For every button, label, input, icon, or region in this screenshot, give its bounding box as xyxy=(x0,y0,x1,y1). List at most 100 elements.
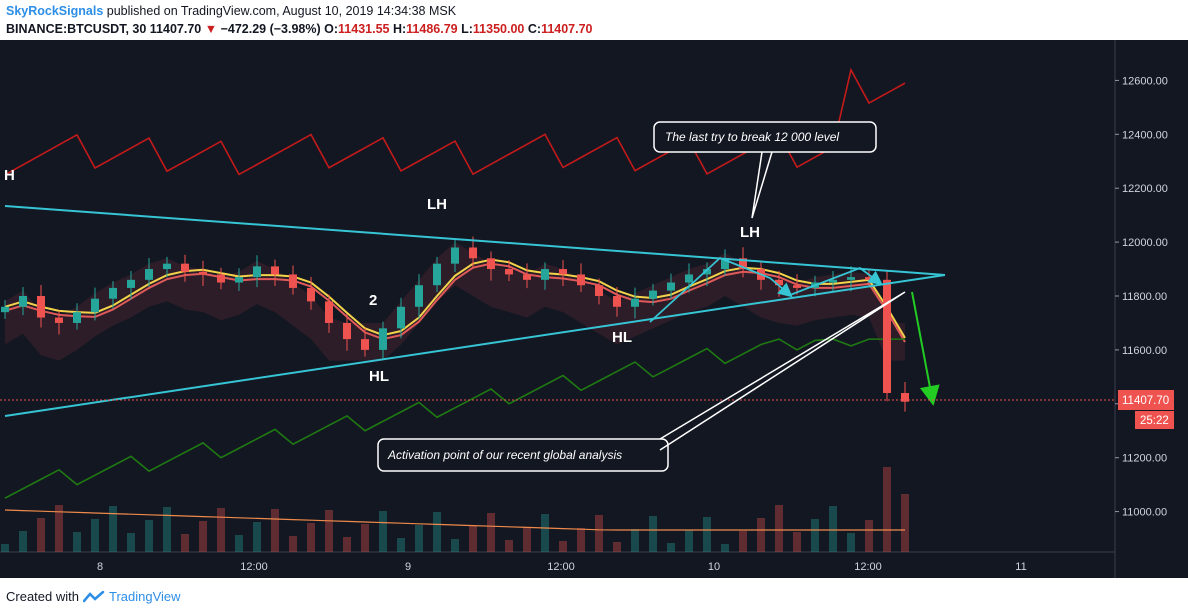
candle-body xyxy=(361,339,369,350)
candle-body xyxy=(199,271,207,275)
volume-bar xyxy=(631,529,639,552)
swing-arrow-2 xyxy=(789,266,883,296)
symbol-name: BINANCE:BTCUSDT, 30 xyxy=(6,22,147,36)
volume-bar xyxy=(37,518,45,552)
tradingview-logo-icon xyxy=(82,590,105,602)
last-price-badge xyxy=(1118,390,1174,410)
candle-body xyxy=(37,296,45,318)
volume-bar xyxy=(793,532,801,552)
candle-body xyxy=(847,277,855,280)
chart-area[interactable]: H LH LH HL HL 2 The last try to break 12… xyxy=(0,40,1188,578)
y-tick-label: 12400.00 xyxy=(1122,129,1168,141)
volume-bar xyxy=(685,530,693,552)
candle-body xyxy=(1,306,9,313)
low-value: 11350.00 xyxy=(472,22,525,36)
open-label: O: xyxy=(324,22,339,36)
author-name[interactable]: SkyRockSignals xyxy=(6,4,104,18)
volume-bar xyxy=(253,522,261,552)
callout-top-text: The last try to break 12 000 level xyxy=(665,130,839,144)
publish-info: published on TradingView.com, August 10,… xyxy=(106,4,457,18)
last-price: 11407.70 xyxy=(149,22,202,36)
y-tick-label: 11000.00 xyxy=(1122,507,1167,519)
x-tick-label: 12:00 xyxy=(240,561,268,573)
x-tick-label: 11 xyxy=(1015,561,1026,573)
callout-bottom-box xyxy=(377,438,669,472)
volume-bar xyxy=(541,514,549,552)
candle-body xyxy=(577,274,585,286)
candle-body xyxy=(433,263,441,286)
volume-bar xyxy=(811,519,819,552)
x-tick-label: 12:00 xyxy=(854,561,882,573)
candle-body xyxy=(613,296,621,307)
candle-body xyxy=(667,282,675,291)
volume-bar xyxy=(199,521,207,552)
volume-bar xyxy=(1,544,9,552)
volume-bar xyxy=(739,531,747,552)
candle-body xyxy=(829,279,837,283)
candle-body xyxy=(523,274,531,280)
y-tick-label: 12000.00 xyxy=(1122,237,1168,249)
candle-body xyxy=(631,298,639,307)
volume-bar xyxy=(469,526,477,552)
volume-bar xyxy=(703,517,711,552)
volume-bar xyxy=(181,534,189,552)
candle-body xyxy=(469,247,477,259)
volume-bar xyxy=(109,506,117,552)
volume-bar xyxy=(487,513,495,552)
volume-bar xyxy=(271,509,279,552)
volume-bar xyxy=(595,515,603,552)
candle-body xyxy=(901,393,909,402)
label-lh-2: LH xyxy=(740,224,760,241)
candle-body xyxy=(289,274,297,288)
volume-bar xyxy=(613,542,621,552)
y-tick-label: 11600.00 xyxy=(1122,345,1167,357)
candle-body xyxy=(649,290,657,299)
countdown-badge xyxy=(1135,411,1174,429)
volume-bar xyxy=(883,467,891,552)
y-tick-label: 12200.00 xyxy=(1122,183,1168,195)
candle-body xyxy=(217,274,225,283)
y-tick-label: 12600.00 xyxy=(1122,75,1168,87)
down-triangle-icon: ▼ xyxy=(204,22,218,36)
callout-top-pointer xyxy=(751,151,773,219)
candle-body xyxy=(325,301,333,323)
candle-body xyxy=(181,263,189,272)
volume-bar xyxy=(523,527,531,552)
label-hl-1: HL xyxy=(612,329,632,346)
high-label: H: xyxy=(392,22,407,36)
volume-bar xyxy=(415,525,423,552)
volume-bar xyxy=(649,516,657,552)
close-value: 11407.70 xyxy=(541,22,593,36)
volume-bar xyxy=(847,533,855,552)
volume-bar xyxy=(865,520,873,552)
candles-layer xyxy=(1,236,909,412)
y-tick-label: 11200.00 xyxy=(1122,453,1167,465)
volume-bar xyxy=(235,535,243,552)
candle-body xyxy=(127,279,135,288)
time-axis: 8 12:00 9 12:00 10 12:00 11 xyxy=(97,561,1027,573)
price-chart[interactable]: H LH LH HL HL 2 The last try to break 12… xyxy=(0,40,1188,578)
candle-body xyxy=(19,296,27,307)
x-tick-label: 9 xyxy=(405,561,411,573)
publish-line: SkyRockSignals published on TradingView.… xyxy=(6,4,456,18)
price-axis: 12600.00 12400.00 12200.00 12000.00 11800.00… xyxy=(1115,75,1168,519)
tradingview-brand[interactable]: TradingView xyxy=(108,589,181,604)
candle-body xyxy=(379,328,387,350)
volume-bar xyxy=(721,544,729,552)
volume-bar xyxy=(73,532,81,552)
volume-bar xyxy=(379,511,387,552)
volume-bar xyxy=(577,528,585,552)
volume-bar xyxy=(361,524,369,552)
candle-body xyxy=(55,317,63,323)
high-value: 11486.79 xyxy=(406,22,458,36)
volume-bar xyxy=(901,494,909,552)
volume-bar xyxy=(343,537,351,552)
open-value: 11431.55 xyxy=(338,22,390,36)
candle-body xyxy=(505,269,513,275)
volume-bar xyxy=(667,543,675,552)
volume-bar xyxy=(163,507,171,552)
volume-bar xyxy=(829,506,837,552)
volume-bars xyxy=(1,467,909,552)
candle-body xyxy=(271,266,279,275)
candle-body xyxy=(685,274,693,283)
